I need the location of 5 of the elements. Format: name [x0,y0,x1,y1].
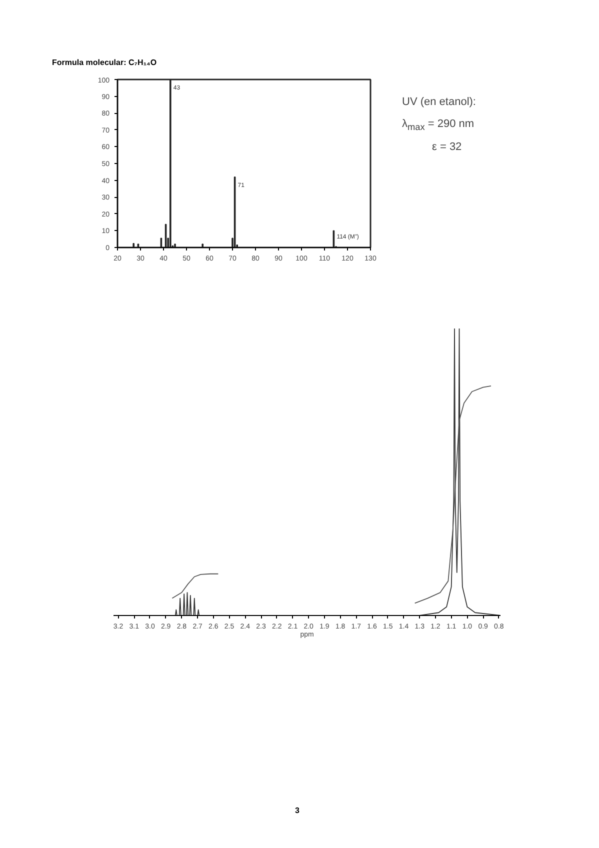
chart-title: Formula molecular: C₇H₁₄O [52,57,157,68]
text: UV (en etanol): [402,95,476,110]
text: 3 [295,805,300,816]
text: ε = 32 [432,140,463,155]
text: λ$_{max}$ = 290 nm [402,116,476,134]
